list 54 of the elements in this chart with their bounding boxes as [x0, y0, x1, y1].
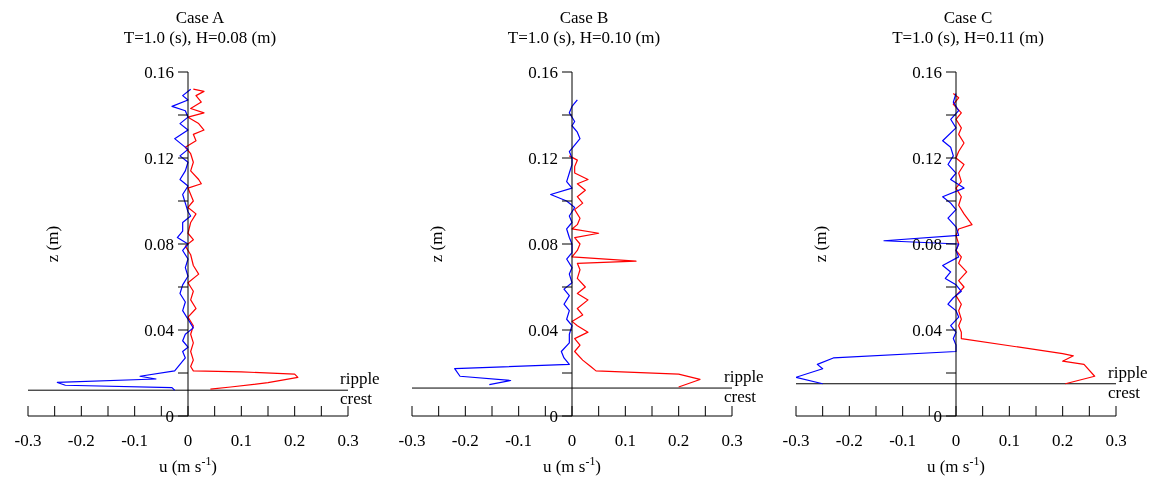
x-tick-label: -0.1 [889, 431, 917, 450]
x-tick-label: -0.3 [14, 431, 42, 450]
x-tick-label: 0.1 [614, 431, 636, 450]
x-tick-label: -0.3 [782, 431, 810, 450]
ref-line-label: ripple crest [1108, 362, 1148, 402]
x-tick-label: 0.2 [668, 431, 690, 450]
x-tick-label: 0.3 [337, 431, 359, 450]
y-axis-title: z (m) [811, 225, 830, 263]
chart-title: Case A [174, 8, 226, 28]
line-series [568, 155, 701, 388]
x-tick-label: 0.3 [721, 431, 743, 450]
y-tick-label: 0.16 [144, 62, 174, 82]
y-axis-title: z (m) [43, 225, 62, 263]
x-tick-label: 0.1 [230, 431, 252, 450]
chart-title: Case C [942, 8, 994, 28]
chart-subtitle: T=1.0 (s), H=0.11 (m) [891, 28, 1045, 48]
x-tick-label: 0.1 [998, 431, 1020, 450]
x-tick-label: -0.3 [398, 431, 426, 450]
y-tick-label: 0.12 [144, 148, 174, 168]
x-tick-label: -0.2 [67, 431, 95, 450]
chart-title: Case B [558, 8, 610, 28]
x-axis-title: u (m s$^{-1}$) [542, 454, 602, 476]
y-tick-label: 0.12 [528, 148, 558, 168]
chart-subtitle: T=1.0 (s), H=0.10 (m) [506, 28, 662, 48]
ref-line-label: ripple crest [724, 367, 764, 407]
x-tick-label: 0.3 [1105, 431, 1127, 450]
x-tick-label: 0 [567, 431, 577, 450]
x-axis-title: u (m s$^{-1}$) [158, 454, 218, 476]
y-tick-label: 0.08 [528, 234, 558, 254]
y-tick-label: 0.08 [144, 234, 174, 254]
y-axis-title: z (m) [427, 225, 446, 263]
y-tick-label: 0.04 [528, 320, 559, 340]
y-tick-label: 0.16 [528, 62, 558, 82]
y-tick-label: 0.04 [144, 320, 175, 340]
x-axis-title: u (m s$^{-1}$) [926, 454, 986, 476]
y-tick-label: 0 [933, 406, 942, 426]
x-tick-label: 0.2 [1052, 431, 1074, 450]
chart-subtitle: T=1.0 (s), H=0.08 (m) [122, 28, 278, 48]
x-tick-label: -0.2 [451, 431, 479, 450]
x-tick-label: -0.1 [121, 431, 149, 450]
line-series [184, 88, 299, 390]
x-tick-label: -0.2 [835, 431, 863, 450]
y-tick-label: 0.16 [912, 62, 942, 82]
line-series [454, 99, 581, 386]
line-series [952, 92, 1096, 385]
y-tick-label: 0.04 [912, 320, 943, 340]
y-tick-label: 0 [549, 406, 558, 426]
y-tick-label: 0 [165, 406, 174, 426]
x-tick-label: -0.1 [505, 431, 533, 450]
x-tick-label: 0.2 [284, 431, 306, 450]
x-tick-label: 0 [183, 431, 193, 450]
y-tick-label: 0.12 [912, 148, 942, 168]
ref-line-label: ripple crest [340, 369, 380, 409]
x-tick-label: 0 [951, 431, 961, 450]
